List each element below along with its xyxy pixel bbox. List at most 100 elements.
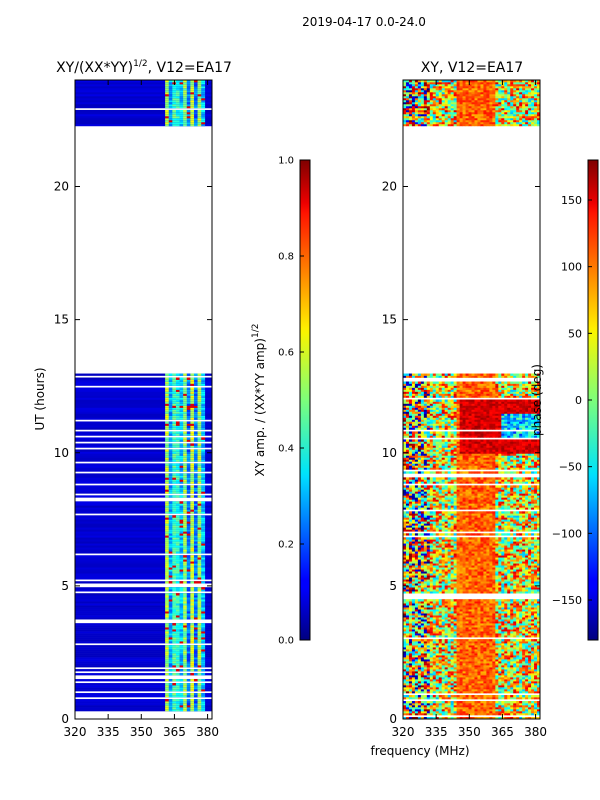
phase-cell: [528, 591, 532, 594]
phase-cell: [498, 687, 502, 690]
phase-cell: [525, 675, 529, 678]
phase-cell: [459, 665, 463, 668]
phase-cell: [492, 577, 496, 580]
phase-cell: [450, 707, 454, 710]
amplitude-cell: [165, 407, 170, 410]
phase-cell: [417, 717, 422, 720]
phase-cell: [504, 673, 508, 676]
phase-cell: [522, 695, 526, 698]
phase-cell: [504, 617, 508, 620]
phase-cell: [483, 681, 487, 684]
amplitude-cell: [168, 489, 173, 492]
phase-cell: [471, 575, 475, 578]
phase-cell: [420, 607, 425, 610]
phase-cell: [417, 713, 422, 716]
phase-cell: [465, 711, 469, 714]
phase-cell: [504, 643, 508, 646]
phase-cell: [450, 601, 454, 604]
amplitude-cell: [179, 393, 184, 396]
phase-cell: [459, 609, 463, 612]
amplitude-cell: [190, 103, 195, 107]
amplitude-cell: [172, 409, 177, 412]
phase-cell: [516, 703, 520, 706]
phase-cell: [513, 601, 517, 604]
phase-cell: [528, 681, 532, 684]
phase-cell: [474, 703, 478, 706]
phase-cell: [408, 573, 413, 576]
amplitude-cell: [175, 627, 180, 630]
phase-cell: [438, 661, 443, 664]
amplitude-cell: [197, 629, 202, 632]
phase-cell: [483, 695, 487, 698]
phase-cell: [405, 677, 410, 680]
phase-cell: [492, 583, 496, 586]
amplitude-cell: [186, 611, 191, 614]
phase-cell: [450, 617, 454, 620]
amplitude-cell: [197, 569, 202, 572]
phase-cell: [501, 601, 505, 604]
phase-cell: [411, 621, 416, 624]
amplitude-cell: [172, 577, 177, 580]
phase-cell: [528, 659, 532, 662]
phase-cell: [447, 635, 451, 638]
phase-cell: [417, 587, 422, 590]
amplitude-cell: [165, 641, 170, 644]
amplitude-cell: [201, 101, 206, 105]
phase-cell: [450, 651, 454, 654]
phase-cell: [513, 655, 517, 658]
phase-cell: [405, 701, 410, 704]
phase-cell: [432, 655, 437, 658]
amplitude-cell: [190, 417, 195, 420]
amplitude-cell: [186, 647, 191, 650]
amplitude-cell: [190, 653, 195, 656]
phase-cell: [447, 709, 451, 712]
amplitude-cell: [168, 389, 173, 392]
amplitude-cell: [190, 627, 195, 630]
phase-cell: [504, 665, 508, 668]
amplitude-cell: [193, 605, 198, 608]
phase-cell: [411, 681, 416, 684]
amplitude-cell: [183, 689, 188, 692]
phase-cell: [510, 667, 514, 670]
phase-cell: [447, 685, 451, 688]
amplitude-cell: [172, 393, 177, 396]
phase-cell: [411, 701, 416, 704]
phase-cell: [414, 635, 419, 638]
amplitude-cell: [172, 663, 177, 666]
amplitude-cell: [168, 529, 173, 532]
amplitude-cell: [197, 647, 202, 650]
phase-cell: [468, 651, 472, 654]
phase-cell: [513, 713, 517, 716]
amplitude-cell: [197, 113, 202, 117]
phase-cell: [408, 683, 413, 686]
phase-cell: [450, 675, 454, 678]
amplitude-cell: [193, 409, 198, 412]
phase-cell: [417, 641, 422, 644]
phase-cell: [417, 623, 422, 626]
phase-cell: [462, 647, 466, 650]
phase-cell: [537, 599, 541, 602]
phase-cell: [474, 713, 478, 716]
phase-cell: [498, 643, 502, 646]
amplitude-cell: [165, 595, 170, 598]
phase-cell: [471, 667, 475, 670]
phase-cell: [432, 607, 437, 610]
phase-cell: [483, 601, 487, 604]
amplitude-cell: [183, 613, 188, 616]
phase-cell: [522, 685, 526, 688]
phase-cell: [435, 585, 440, 588]
phase-cell: [495, 641, 499, 644]
amplitude-cell: [190, 409, 195, 412]
phase-cell: [459, 575, 463, 578]
amplitude-cell: [175, 689, 180, 692]
amplitude-row: [75, 509, 212, 512]
phase-cell: [417, 575, 422, 578]
phase-cell: [492, 647, 496, 650]
amplitude-cell: [165, 455, 170, 458]
phase-cell: [528, 611, 532, 614]
amplitude-cell: [172, 123, 177, 127]
phase-cell: [459, 627, 463, 630]
phase-cell: [498, 635, 502, 638]
amplitude-cell: [190, 443, 195, 446]
amplitude-cell: [172, 601, 177, 604]
